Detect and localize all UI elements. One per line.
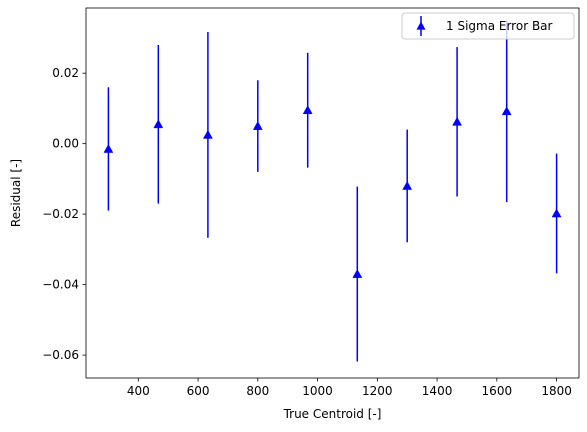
x-tick-label: 1400 [422,384,453,398]
x-tick-label: 1600 [482,384,513,398]
triangle-marker [501,106,512,116]
data-point [103,87,114,211]
y-tick-label: −0.06 [42,348,79,362]
legend-triangle-marker [416,21,426,30]
data-point [252,80,263,172]
y-tick-label: −0.02 [42,207,79,221]
data-point [153,45,164,204]
triangle-marker [551,208,562,218]
plot-content [103,20,562,362]
data-point [501,20,512,203]
data-point [551,153,562,274]
triangle-marker [252,121,263,130]
data-point [202,31,213,238]
x-tick-label: 1800 [541,384,572,398]
y-axis-label: Residual [-] [9,159,23,227]
data-point [302,52,313,168]
triangle-marker [103,143,114,153]
triangle-marker [202,129,213,139]
data-point [402,129,413,243]
data-point [352,186,363,362]
x-tick-label: 800 [246,384,269,398]
triangle-marker [352,269,363,278]
legend: 1 Sigma Error Bar [401,12,575,40]
legend-box [401,12,575,40]
x-tick-label: 400 [127,384,150,398]
triangle-marker [153,119,164,129]
triangle-marker [402,180,413,190]
triangle-marker [452,116,463,126]
y-tick-label: 0.02 [52,66,79,80]
y-tick-label: 0.00 [52,137,79,151]
plot-frame [85,7,580,379]
data-point [452,47,463,197]
x-tick-label: 600 [187,384,210,398]
x-tick-label: 1200 [362,384,393,398]
legend-entry: 1 Sigma Error Bar [446,19,553,33]
x-axis: 400 600 800 1000 1200 1400 1600 1800 [127,378,572,398]
x-tick-label: 1000 [302,384,333,398]
legend-marker [416,16,426,36]
y-axis: −0.06 −0.04 −0.02 0.00 0.02 [42,66,86,362]
triangle-marker [302,105,313,115]
y-tick-label: −0.04 [42,278,79,292]
x-axis-label: True Centroid [-] [283,407,382,421]
